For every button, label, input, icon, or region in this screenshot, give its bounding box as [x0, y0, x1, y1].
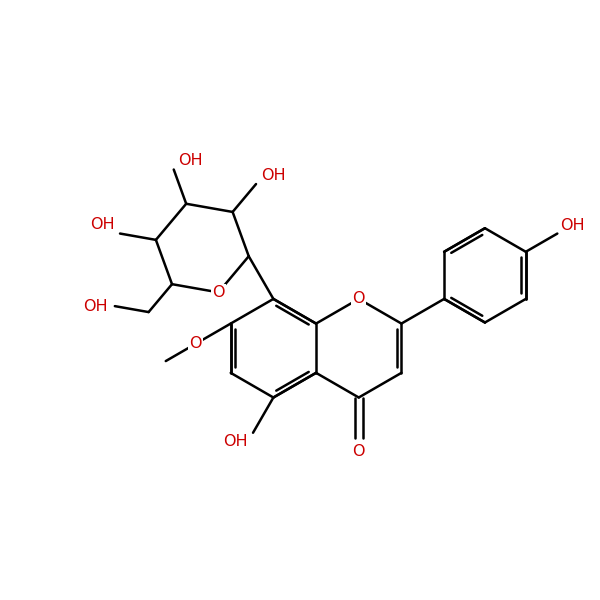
Text: OH: OH	[224, 434, 248, 449]
Text: OH: OH	[261, 168, 286, 183]
Text: O: O	[353, 292, 365, 307]
Text: O: O	[189, 337, 202, 352]
Text: O: O	[353, 443, 365, 458]
Text: OH: OH	[91, 217, 115, 232]
Text: OH: OH	[179, 154, 203, 169]
Text: OH: OH	[83, 299, 108, 314]
Text: OH: OH	[560, 217, 584, 232]
Text: O: O	[212, 285, 224, 300]
